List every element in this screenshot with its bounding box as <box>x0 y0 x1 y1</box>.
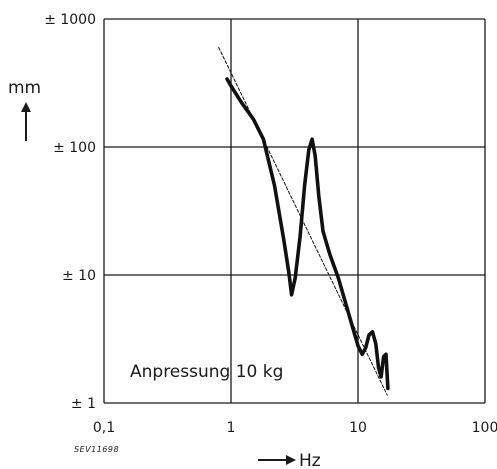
x-tick-label-3: 100 <box>472 420 497 436</box>
measured-curve-line <box>225 77 390 391</box>
y-tick-label-2: ± 100 <box>53 140 96 156</box>
y-tick-label-3: ± 1000 <box>44 12 96 28</box>
y-tick-label-1: ± 10 <box>62 268 96 284</box>
tick-labels: 0,1 1 10 100 ± 1 ± 10 ± 100 ± 1000 <box>44 12 497 436</box>
y-tick-label-0: ± 1 <box>71 396 96 412</box>
figure-code: SEV11698 <box>74 445 119 454</box>
x-axis-label: Hz <box>299 451 321 469</box>
x-axis-arrow-icon <box>258 455 296 465</box>
grid-lines <box>103 18 486 404</box>
x-tick-label-0: 0,1 <box>93 420 115 436</box>
x-tick-label-1: 1 <box>227 420 236 436</box>
y-axis-arrow-icon <box>21 102 31 141</box>
reference-dashed-line <box>218 46 388 396</box>
data-series <box>218 46 390 396</box>
y-axis-label: mm <box>8 78 41 98</box>
chart-annotation: Anpressung 10 kg <box>130 362 283 382</box>
x-tick-label-2: 10 <box>349 420 367 436</box>
